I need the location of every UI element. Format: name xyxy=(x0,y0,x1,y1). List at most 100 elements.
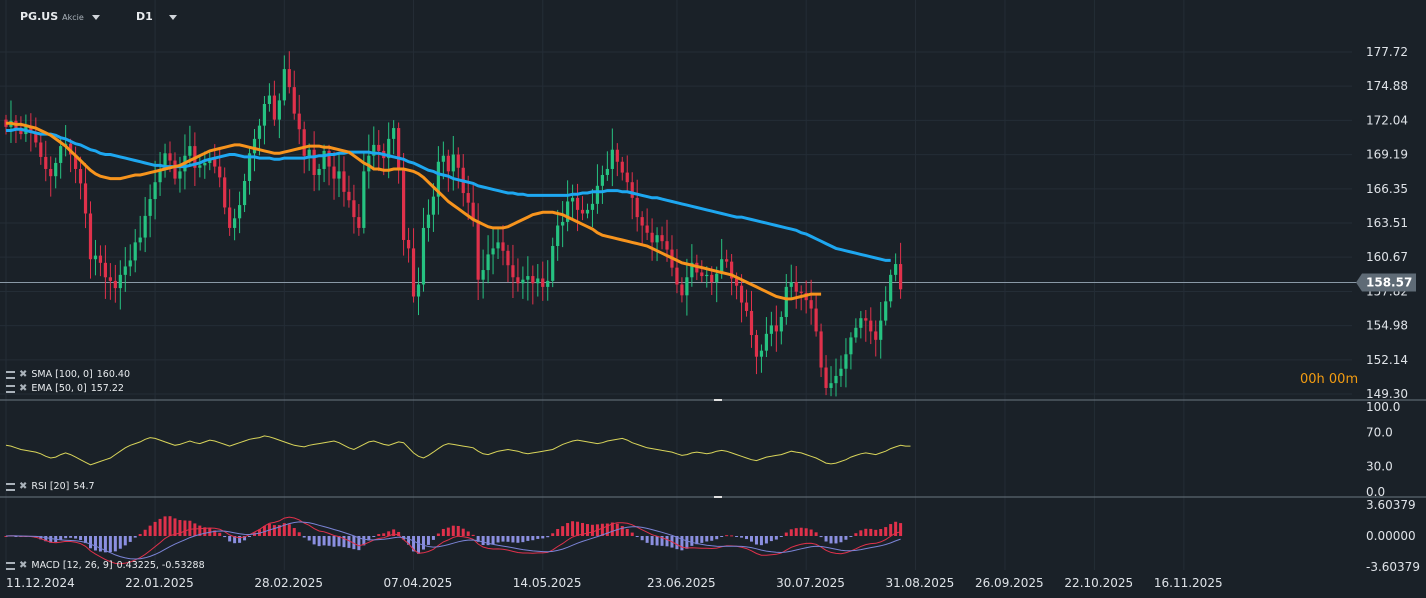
macd-histogram-bar xyxy=(764,536,768,544)
candle-body xyxy=(421,227,426,285)
macd-histogram-bar xyxy=(426,536,430,545)
pane-resize-handle[interactable] xyxy=(714,399,722,401)
macd-histogram-bar xyxy=(481,536,485,546)
candle-body xyxy=(730,261,734,279)
settings-lines-icon[interactable] xyxy=(6,370,15,379)
macd-histogram-bar xyxy=(421,536,425,550)
timeframe-selector[interactable]: D1 xyxy=(136,10,177,23)
macd-histogram-bar xyxy=(342,536,346,548)
price-tick-label: 174.88 xyxy=(1366,79,1408,93)
macd-histogram-bar xyxy=(272,525,276,536)
chevron-down-icon[interactable] xyxy=(168,14,177,20)
date-tick-label: 16.11.2025 xyxy=(1154,576,1223,590)
candle-body xyxy=(337,171,341,179)
macd-histogram-bar xyxy=(799,527,803,536)
candle-body xyxy=(93,255,98,260)
candle-body xyxy=(690,262,694,278)
candle-body xyxy=(784,286,788,317)
macd-histogram-bar xyxy=(138,534,142,536)
candle-body xyxy=(665,241,669,250)
candle-body xyxy=(854,327,858,338)
chevron-down-icon[interactable] xyxy=(91,14,100,20)
macd-histogram-bar xyxy=(446,527,450,536)
candle-body xyxy=(819,331,823,368)
macd-histogram-bar xyxy=(466,531,470,536)
candle-body xyxy=(471,202,475,221)
macd-histogram-bar xyxy=(84,536,88,544)
candle-body xyxy=(516,277,520,284)
macd-histogram-bar xyxy=(332,536,336,547)
symbol-selector[interactable]: PG.US Akcie xyxy=(20,10,100,23)
close-icon[interactable]: ✖ xyxy=(19,560,28,571)
candle-body xyxy=(44,156,48,169)
macd-histogram-bar xyxy=(218,532,222,536)
candle-body xyxy=(466,193,470,203)
candle-body xyxy=(267,95,272,104)
macd-histogram-bar xyxy=(526,536,530,541)
candle-body xyxy=(54,162,58,177)
candle-body xyxy=(566,201,570,222)
macd-histogram-bar xyxy=(168,516,172,536)
current-price-label: 158.57 xyxy=(1366,275,1412,289)
macd-histogram-bar xyxy=(551,533,555,536)
rsi-tick-label: 70.0 xyxy=(1366,426,1393,440)
symbol-label: PG.US xyxy=(20,10,59,23)
macd-histogram-bar xyxy=(476,536,480,542)
macd-histogram-bar xyxy=(625,528,629,536)
macd-histogram-bar xyxy=(44,536,48,542)
macd-histogram-bar xyxy=(759,536,763,546)
macd-histogram-bar xyxy=(292,528,296,536)
macd-histogram-bar xyxy=(784,532,788,536)
candle-body xyxy=(148,199,152,216)
candle-body xyxy=(59,146,63,163)
price-tick-label: 166.35 xyxy=(1366,182,1408,196)
candle-body xyxy=(506,250,510,266)
macd-histogram-bar xyxy=(118,536,122,549)
date-tick-label: 07.04.2025 xyxy=(384,576,453,590)
settings-lines-icon[interactable] xyxy=(6,561,15,570)
close-icon[interactable]: ✖ xyxy=(19,369,28,380)
macd-histogram-bar xyxy=(312,536,316,545)
macd-histogram-bar xyxy=(153,521,157,536)
macd-histogram-bar xyxy=(173,518,177,536)
macd-histogram-bar xyxy=(282,523,286,536)
settings-lines-icon[interactable] xyxy=(6,482,15,491)
rsi-legend-label: RSI [20] xyxy=(31,481,70,492)
macd-tick-label: -3.60379 xyxy=(1366,560,1420,574)
candle-body xyxy=(307,149,311,156)
candle-body xyxy=(859,318,863,328)
settings-lines-icon[interactable] xyxy=(6,384,15,393)
pane-resize-handle[interactable] xyxy=(714,496,722,498)
macd-histogram-bar xyxy=(834,536,838,544)
candle-body xyxy=(481,270,485,280)
macd-histogram-bar xyxy=(655,536,659,546)
macd-histogram-bar xyxy=(590,524,594,536)
macd-histogram-bar xyxy=(804,528,808,536)
moving-average-overlays xyxy=(6,121,891,301)
candle-body xyxy=(312,149,316,175)
macd-histogram-bar xyxy=(829,536,833,544)
macd-line xyxy=(5,516,901,565)
macd-histogram-bar xyxy=(4,536,8,537)
candle-body xyxy=(660,235,664,242)
close-icon[interactable]: ✖ xyxy=(19,383,28,394)
macd-histogram-bar xyxy=(79,536,83,540)
macd-histogram-bar xyxy=(859,530,863,536)
candle-body xyxy=(824,367,828,388)
candle-body xyxy=(675,267,679,285)
macd-histogram-bar xyxy=(327,536,331,546)
macd-histogram-bar xyxy=(307,536,311,541)
candle-body xyxy=(411,248,416,297)
candle-timer: 00h 00m xyxy=(1300,372,1359,387)
candle-body xyxy=(720,259,724,274)
macd-histogram-bar xyxy=(233,536,237,544)
macd-histogram-bar xyxy=(779,536,783,537)
macd-histogram-bar xyxy=(585,524,589,536)
macd-histogram-bar xyxy=(824,536,828,542)
macd-histogram-bar xyxy=(774,536,778,540)
macd-histogram-bar xyxy=(223,536,227,538)
current-price-tag xyxy=(1356,273,1416,292)
close-icon[interactable]: ✖ xyxy=(19,481,28,492)
date-tick-label: 31.08.2025 xyxy=(886,576,955,590)
